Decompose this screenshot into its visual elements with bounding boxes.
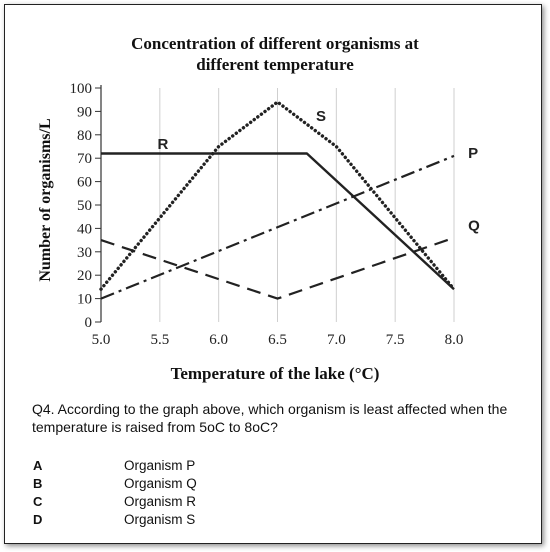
y-tick-label-0: 0 bbox=[85, 315, 93, 331]
series-label-S: S bbox=[316, 108, 326, 125]
x-tick-label-8.0: 8.0 bbox=[445, 332, 464, 348]
x-tick-label-7.0: 7.0 bbox=[327, 332, 346, 348]
x-tick-label-6.5: 6.5 bbox=[268, 332, 287, 348]
option-d-text: Organism S bbox=[124, 512, 196, 527]
series-line-P bbox=[100, 154, 455, 300]
y-tick-label-30: 30 bbox=[77, 245, 92, 261]
y-tick-label-100: 100 bbox=[70, 81, 93, 97]
x-axis-label: Temperature of the lake (°C) bbox=[170, 364, 380, 383]
figure-frame bbox=[4, 4, 542, 544]
option-d-letter: D bbox=[33, 512, 43, 527]
option-b-letter: B bbox=[33, 476, 43, 491]
option-b-text: Organism Q bbox=[124, 476, 197, 491]
y-tick-label-40: 40 bbox=[77, 221, 92, 237]
chart-title-line-2: different temperature bbox=[196, 55, 354, 74]
series-line-R bbox=[101, 152, 455, 291]
chart-title-line-1: Concentration of different organisms at bbox=[131, 34, 419, 53]
y-axis-label: Number of organisms/L bbox=[37, 118, 54, 282]
y-tick-label-60: 60 bbox=[77, 175, 92, 191]
series-line-Q bbox=[100, 236, 455, 300]
x-tick-label-6.0: 6.0 bbox=[209, 332, 228, 348]
y-tick-label-50: 50 bbox=[77, 198, 92, 214]
x-tick-label-5.0: 5.0 bbox=[92, 332, 111, 348]
series-label-R: R bbox=[157, 136, 168, 153]
x-tick-label-5.5: 5.5 bbox=[150, 332, 169, 348]
y-tick-label-80: 80 bbox=[77, 128, 92, 144]
series-label-P: P bbox=[468, 145, 478, 162]
question-text: Q4. According to the graph above, which … bbox=[32, 401, 508, 435]
y-tick-label-10: 10 bbox=[77, 292, 92, 308]
x-tick-label-7.5: 7.5 bbox=[386, 332, 405, 348]
y-tick-label-20: 20 bbox=[77, 268, 92, 284]
option-a-text: Organism P bbox=[124, 458, 196, 473]
option-a-letter: A bbox=[33, 458, 43, 473]
y-tick-label-70: 70 bbox=[77, 151, 92, 167]
y-tick-label-90: 90 bbox=[77, 104, 92, 120]
option-c-text: Organism R bbox=[124, 494, 197, 509]
line-chart: 0 10 20 30 40 50 60 70 80 90 100 5.0 5.5 6.0 6.5 7.0 7.5… bbox=[70, 81, 481, 348]
series-label-Q: Q bbox=[468, 218, 480, 235]
option-c-letter: C bbox=[33, 494, 43, 509]
